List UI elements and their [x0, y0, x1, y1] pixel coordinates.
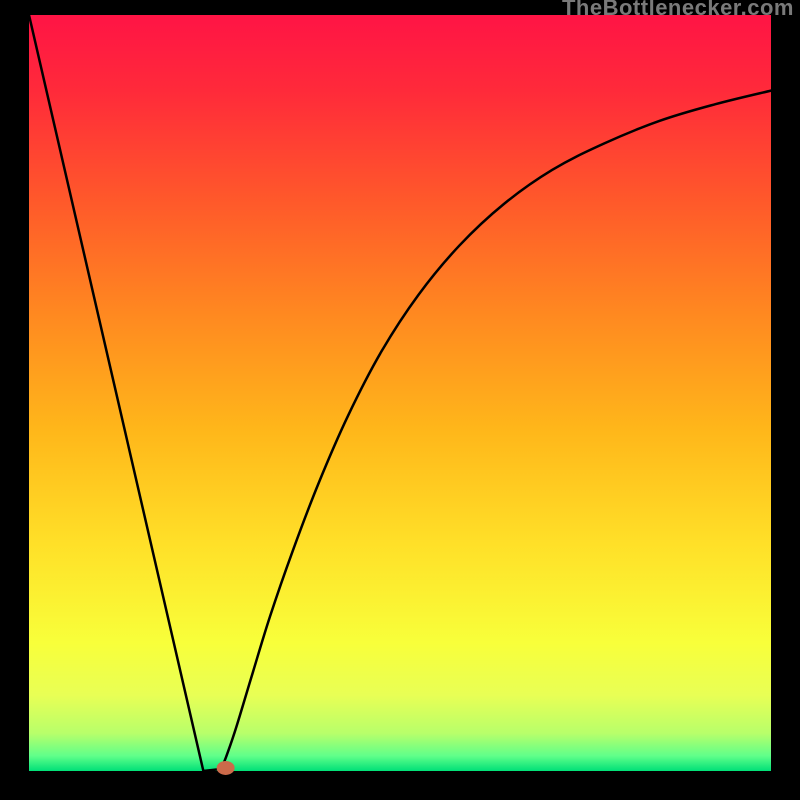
plot-area	[29, 15, 771, 771]
watermark-text: TheBottlenecker.com	[562, 0, 794, 21]
chart-stage: TheBottlenecker.com	[0, 0, 800, 800]
